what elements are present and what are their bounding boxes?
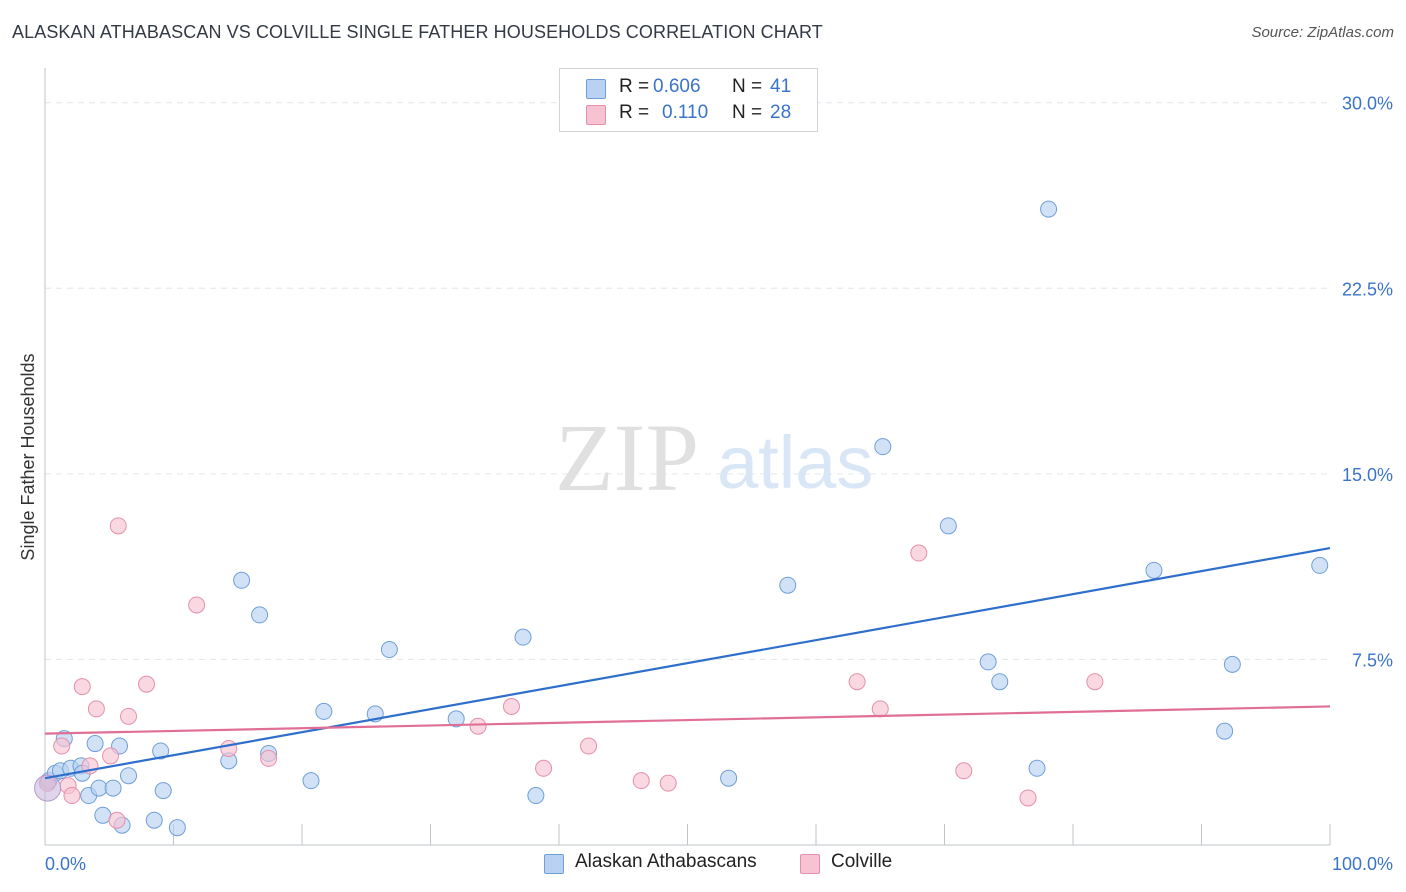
bottom-legend-swatch-pink bbox=[800, 854, 820, 874]
athabascan-point bbox=[251, 606, 269, 624]
x-tick-label: 0.0% bbox=[45, 854, 86, 874]
athabascan-point bbox=[152, 742, 170, 760]
legend-r-label: R = bbox=[619, 102, 650, 123]
colville-point bbox=[502, 697, 520, 715]
chart-title: ALASKAN ATHABASCAN VS COLVILLE SINGLE FA… bbox=[12, 22, 823, 42]
athabascan-point bbox=[86, 735, 104, 753]
athabascan-point bbox=[1028, 759, 1046, 777]
athabascan-point bbox=[1223, 655, 1241, 673]
athabascan-point bbox=[302, 772, 320, 790]
legend-n-label: N = bbox=[732, 102, 763, 123]
athabascan-point bbox=[527, 787, 545, 805]
athabascan-point bbox=[979, 653, 997, 671]
colville-point bbox=[87, 700, 105, 718]
bottom-legend-label: Colville bbox=[831, 851, 893, 872]
axes bbox=[44, 68, 1331, 846]
y-tick-label: 30.0% bbox=[1342, 94, 1393, 114]
athabascan-point bbox=[90, 779, 108, 797]
athabascan-point bbox=[1311, 556, 1329, 574]
bottom-legend-swatch-blue bbox=[544, 854, 564, 874]
athabascan-point bbox=[874, 438, 892, 456]
watermark-atlas: atlas bbox=[717, 421, 873, 504]
athabascan-point bbox=[779, 576, 797, 594]
legend-r-label: R = bbox=[619, 76, 650, 97]
colville-point bbox=[220, 740, 238, 758]
legend-r-value: 0.110 bbox=[662, 102, 709, 123]
x-tick-label: 100.0% bbox=[1332, 854, 1393, 874]
colville-point bbox=[910, 544, 928, 562]
athabascan-point bbox=[514, 628, 532, 646]
legend-swatch-blue bbox=[586, 79, 606, 99]
colville-point bbox=[102, 747, 120, 765]
athabascan-point bbox=[991, 673, 1009, 691]
colville-point bbox=[63, 787, 81, 805]
y-axis-title: Single Father Households bbox=[18, 353, 38, 560]
cluster-point bbox=[34, 774, 62, 802]
watermark: ZIP atlas bbox=[555, 404, 873, 511]
athabascan-point bbox=[315, 702, 333, 720]
athabascan-point bbox=[154, 782, 172, 800]
colville-point bbox=[1086, 673, 1104, 691]
athabascan-point bbox=[1145, 561, 1163, 579]
colville-point bbox=[848, 673, 866, 691]
colville-trend-line bbox=[44, 705, 1331, 735]
athabascan-point bbox=[168, 819, 186, 837]
legend-n-value: 41 bbox=[770, 76, 792, 97]
colville-point bbox=[535, 759, 553, 777]
colville-point bbox=[53, 737, 71, 755]
watermark-zip: ZIP bbox=[555, 404, 699, 511]
legend-n-label: N = bbox=[732, 76, 763, 97]
colville-point bbox=[188, 596, 206, 614]
athabascan-point bbox=[1216, 722, 1234, 740]
data-points bbox=[34, 200, 1329, 837]
athabascan-point bbox=[720, 769, 738, 787]
colville-point bbox=[108, 811, 126, 829]
colville-point bbox=[120, 707, 138, 725]
legend-n-value: 28 bbox=[770, 102, 792, 123]
athabascan-point bbox=[1040, 200, 1058, 218]
trend-lines bbox=[44, 547, 1331, 780]
athabascan-trend-line bbox=[44, 547, 1331, 780]
y-tick-label: 22.5% bbox=[1342, 279, 1393, 299]
colville-point bbox=[632, 772, 650, 790]
legend-r-value: 0.606 bbox=[653, 76, 701, 97]
bottom-legend-label: Alaskan Athabascans bbox=[575, 851, 757, 872]
colville-point bbox=[871, 700, 889, 718]
y-tick-label: 15.0% bbox=[1342, 465, 1393, 485]
athabascan-point bbox=[380, 641, 398, 659]
athabascan-point bbox=[120, 767, 138, 785]
athabascan-point bbox=[233, 571, 251, 589]
colville-point bbox=[260, 749, 278, 767]
colville-point bbox=[109, 517, 127, 535]
colville-point bbox=[659, 774, 677, 792]
legend-swatch-pink bbox=[586, 105, 606, 125]
athabascan-point bbox=[145, 811, 163, 829]
colville-point bbox=[73, 678, 91, 696]
colville-point bbox=[955, 762, 973, 780]
y-tick-label: 7.5% bbox=[1352, 650, 1393, 670]
athabascan-point bbox=[94, 806, 112, 824]
colville-point bbox=[469, 717, 487, 735]
source-label: Source: ZipAtlas.com bbox=[1251, 24, 1394, 41]
y-tick-labels: 7.5% 15.0% 22.5% 30.0% bbox=[1342, 94, 1393, 671]
x-tick-labels: 0.0% 100.0% bbox=[45, 854, 1393, 874]
gridlines bbox=[45, 102, 1330, 660]
colville-point bbox=[138, 675, 156, 693]
correlation-legend: R = 0.606 N = 41 R = 0.110 N = 28 bbox=[559, 68, 818, 132]
athabascan-point bbox=[939, 517, 957, 535]
colville-point bbox=[580, 737, 598, 755]
colville-point bbox=[1019, 789, 1037, 807]
athabascan-point bbox=[104, 779, 122, 797]
athabascan-point bbox=[447, 710, 465, 728]
